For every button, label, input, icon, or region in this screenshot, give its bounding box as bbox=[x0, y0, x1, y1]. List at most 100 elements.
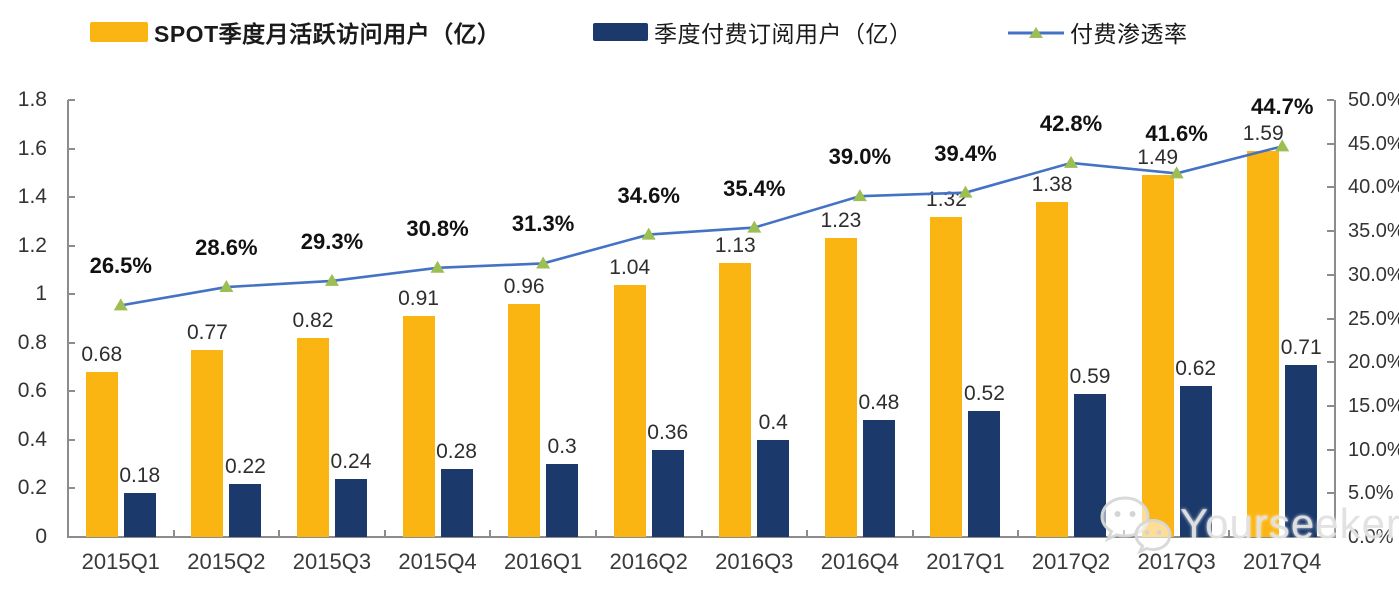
left-axis-tick-mark bbox=[68, 293, 75, 296]
bar-label-mau: 0.91 bbox=[398, 287, 439, 311]
left-axis-tick-mark bbox=[68, 341, 75, 344]
right-axis-tick-label: 30.0% bbox=[1348, 263, 1399, 286]
bar-mau bbox=[402, 316, 435, 537]
bar-subscribers bbox=[1179, 386, 1212, 537]
bar-label-subscribers: 0.36 bbox=[647, 420, 689, 444]
right-axis-tick-mark bbox=[1327, 404, 1334, 407]
left-axis-tick-mark bbox=[68, 244, 75, 247]
left-axis-tick-label: 0.2 bbox=[17, 476, 47, 500]
right-axis-tick-mark bbox=[1327, 448, 1334, 451]
left-axis-tick-mark bbox=[68, 487, 75, 490]
x-axis-tick-mark bbox=[700, 530, 703, 536]
bar-mau bbox=[508, 303, 541, 537]
x-axis-tick-mark bbox=[278, 530, 281, 536]
x-axis-label: 2017Q1 bbox=[926, 549, 1005, 574]
penetration-label: 41.6% bbox=[1145, 121, 1208, 147]
trend-marker bbox=[747, 220, 762, 233]
x-axis-label: 2015Q1 bbox=[81, 549, 160, 574]
trend-marker bbox=[852, 189, 867, 202]
x-axis-tick-mark bbox=[489, 530, 492, 536]
right-axis-tick-mark bbox=[1327, 273, 1334, 276]
bar-label-subscribers: 0.59 bbox=[1069, 364, 1111, 388]
x-axis-label: 2015Q2 bbox=[187, 549, 266, 574]
penetration-label: 42.8% bbox=[1039, 110, 1103, 136]
bar-mau bbox=[1141, 175, 1174, 537]
legend-item-subscribers: 季度付费订阅用户（亿） bbox=[593, 18, 913, 47]
bar-mau bbox=[719, 262, 752, 537]
wechat-icon bbox=[1096, 493, 1176, 555]
bar-subscribers bbox=[1074, 393, 1107, 537]
right-axis-tick-mark bbox=[1327, 361, 1334, 364]
x-axis-tick-mark bbox=[911, 530, 914, 536]
trend-marker bbox=[536, 256, 551, 269]
left-axis-tick-label: 1.6 bbox=[17, 136, 47, 160]
bar-subscribers bbox=[123, 493, 156, 537]
penetration-label: 28.6% bbox=[195, 235, 258, 261]
trend-line bbox=[120, 145, 1283, 307]
penetration-label: 30.8% bbox=[406, 215, 469, 241]
left-axis-line bbox=[67, 100, 69, 538]
x-axis-tick-mark bbox=[383, 530, 386, 536]
right-axis-tick-label: 25.0% bbox=[1348, 307, 1399, 330]
right-axis-tick-label: 35.0% bbox=[1348, 220, 1399, 243]
watermark: Yourseeker bbox=[1096, 493, 1399, 555]
bar-label-mau: 1.23 bbox=[820, 209, 862, 233]
bar-subscribers bbox=[546, 464, 579, 537]
right-axis-tick-mark bbox=[1327, 317, 1334, 320]
right-axis-tick-label: 40.0% bbox=[1348, 176, 1399, 199]
left-axis-tick-mark bbox=[68, 438, 75, 441]
bar-label-mau: 1.04 bbox=[609, 255, 651, 279]
penetration-label: 35.4% bbox=[723, 175, 786, 201]
penetration-label: 39.4% bbox=[934, 140, 997, 166]
penetration-label: 44.7% bbox=[1251, 94, 1314, 120]
bar-label-subscribers: 0.22 bbox=[224, 454, 266, 478]
bar-subscribers bbox=[1285, 364, 1318, 537]
bar-label-subscribers: 0.71 bbox=[1280, 335, 1322, 359]
right-axis-tick-label: 45.0% bbox=[1348, 132, 1399, 155]
bar-label-mau: 1.49 bbox=[1137, 146, 1179, 170]
right-axis-tick-label: 5.0% bbox=[1348, 482, 1394, 505]
x-axis-label: 2016Q2 bbox=[609, 549, 688, 574]
penetration-label: 34.6% bbox=[617, 182, 680, 208]
left-axis-tick-label: 0.6 bbox=[17, 379, 47, 403]
legend-line-marker-icon bbox=[1008, 24, 1064, 40]
right-axis-tick-mark bbox=[1327, 230, 1334, 233]
x-axis-label: 2016Q1 bbox=[503, 549, 583, 574]
bar-label-mau: 1.13 bbox=[714, 233, 756, 257]
left-axis-tick-label: 1.8 bbox=[17, 88, 47, 111]
x-axis-label: 2017Q4 bbox=[1243, 549, 1322, 574]
left-axis-tick-label: 1.2 bbox=[17, 233, 47, 257]
bar-label-mau: 0.96 bbox=[503, 274, 545, 298]
left-axis-tick-label: 0.4 bbox=[17, 427, 47, 451]
x-axis-tick-mark bbox=[1017, 530, 1020, 536]
legend-item-penetration: 付费渗透率 bbox=[1008, 18, 1188, 47]
legend-label-penetration: 付费渗透率 bbox=[1070, 21, 1188, 47]
right-axis-tick-label: 20.0% bbox=[1348, 351, 1399, 374]
right-axis-tick-mark bbox=[1327, 142, 1334, 145]
right-axis-tick-label: 50.0% bbox=[1348, 89, 1399, 111]
x-axis-tick-mark bbox=[1228, 530, 1231, 536]
right-axis-tick-mark bbox=[1327, 99, 1334, 101]
left-axis-tick-label: 1.4 bbox=[17, 185, 47, 209]
bar-subscribers bbox=[440, 469, 473, 537]
bar-mau bbox=[85, 371, 118, 537]
bar-mau bbox=[191, 350, 224, 537]
penetration-label: 29.3% bbox=[300, 228, 364, 254]
trend-marker bbox=[641, 227, 656, 240]
x-axis-label: 2016Q3 bbox=[715, 549, 794, 574]
left-axis-tick-mark bbox=[68, 196, 75, 199]
legend-label-subscribers: 季度付费订阅用户（亿） bbox=[654, 21, 913, 47]
x-axis-tick-mark bbox=[172, 530, 175, 536]
left-axis-tick-label: 0.8 bbox=[17, 330, 47, 354]
right-axis-line bbox=[1334, 100, 1336, 538]
bar-mau bbox=[930, 216, 963, 537]
bar-label-subscribers: 0.3 bbox=[547, 435, 577, 459]
right-axis-tick-label: 15.0% bbox=[1348, 394, 1399, 417]
bar-label-mau: 0.82 bbox=[292, 308, 334, 332]
x-axis-label: 2015Q4 bbox=[398, 549, 477, 574]
bar-mau bbox=[296, 337, 329, 537]
bar-label-mau: 1.38 bbox=[1031, 172, 1073, 196]
trend-marker bbox=[113, 298, 128, 311]
